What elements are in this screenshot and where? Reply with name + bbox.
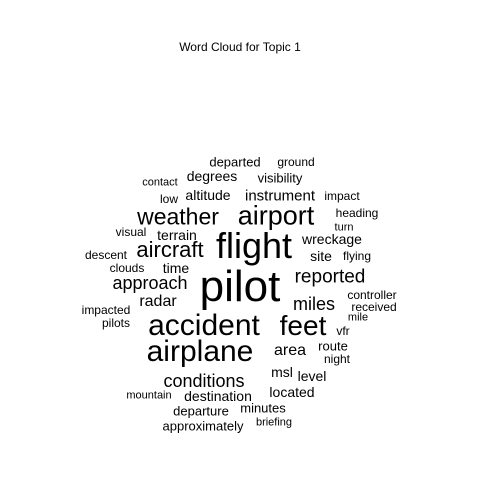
word-heading: heading (335, 206, 379, 220)
word-contact: contact (142, 176, 178, 189)
word-visual: visual (115, 225, 147, 239)
word-accident: accident (148, 309, 260, 342)
word-vfr: vfr (336, 324, 350, 338)
word-flight: flight (215, 225, 293, 266)
word-briefing: briefing (255, 416, 293, 429)
word-radar: radar (139, 293, 177, 310)
word-terrain: terrain (157, 227, 197, 243)
word-night: night (323, 352, 351, 366)
word-feet: feet (279, 310, 327, 341)
word-visibility: visibility (257, 170, 303, 186)
word-low: low (159, 192, 179, 206)
word-impact: impact (324, 189, 360, 203)
word-clouds: clouds (109, 261, 145, 275)
word-departure: departure (173, 403, 229, 419)
word-flying: flying (342, 249, 372, 263)
word-msl: msl (271, 364, 293, 380)
word-miles: miles (292, 294, 336, 314)
word-approximately: approximately (162, 418, 244, 434)
word-reported: reported (294, 266, 366, 288)
word-pilots: pilots (101, 316, 131, 330)
word-altitude: altitude (185, 187, 231, 203)
word-pilot: pilot (199, 262, 281, 311)
word-received: received (351, 300, 397, 314)
word-airport: airport (237, 200, 315, 231)
word-located: located (269, 384, 315, 400)
word-minutes: minutes (240, 400, 286, 416)
word-time: time (162, 260, 190, 276)
word-approach: approach (112, 273, 188, 293)
word-conditions: conditions (163, 371, 245, 391)
chart-title: Word Cloud for Topic 1 (179, 40, 301, 54)
word-departed: departed (209, 154, 261, 170)
word-airplane: airplane (146, 335, 254, 368)
word-site: site (310, 248, 332, 264)
word-level: level (297, 368, 327, 384)
word-wreckage: wreckage (302, 231, 362, 247)
word-mile: mile (347, 311, 369, 324)
word-descent: descent (84, 248, 128, 262)
word-destination: destination (184, 388, 252, 404)
word-degrees: degrees (186, 168, 238, 184)
word-route: route (318, 338, 348, 354)
word-impacted: impacted (81, 303, 131, 317)
word-turn: turn (334, 221, 354, 234)
word-area: area (273, 342, 307, 359)
word-aircraft: aircraft (136, 237, 204, 262)
word-instrument: instrument (244, 187, 316, 205)
word-ground: ground (277, 155, 315, 169)
word-mountain: mountain (126, 389, 172, 402)
word-weather: weather (137, 203, 219, 230)
word-controller: controller (347, 288, 397, 302)
